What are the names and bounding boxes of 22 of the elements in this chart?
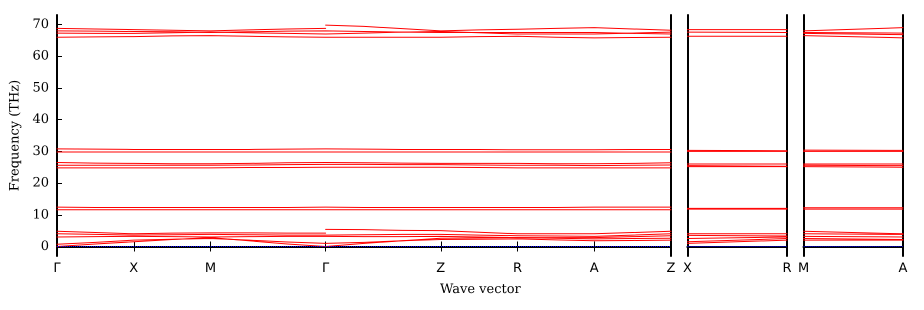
x-axis-title: Wave vector — [440, 282, 522, 297]
x-tick-label: M — [798, 261, 810, 276]
y-tick-label: 30 — [32, 144, 49, 159]
x-tick-label: A — [898, 261, 908, 276]
x-tick-label: R — [512, 261, 522, 276]
y-tick-label: 50 — [32, 80, 49, 96]
y-tick-label: 60 — [32, 48, 49, 64]
y-tick-label: 10 — [32, 207, 49, 222]
x-tick-label: A — [590, 261, 599, 276]
y-axis-title: Frequency (THz) — [8, 80, 23, 192]
x-tick-label: X — [683, 261, 692, 276]
y-tick-label: 0 — [40, 238, 49, 254]
x-tick-label: Γ — [53, 261, 62, 276]
y-tick-label: 20 — [32, 176, 49, 191]
x-tick-label: R — [782, 261, 792, 276]
x-tick-label: Z — [666, 261, 676, 276]
x-tick-label: X — [129, 261, 138, 276]
x-tick-label: Γ — [322, 261, 330, 276]
x-tick-label: Z — [436, 261, 446, 276]
x-tick-label: M — [204, 261, 216, 276]
y-tick-label: 40 — [32, 112, 49, 128]
y-tick-label: 70 — [32, 17, 49, 32]
